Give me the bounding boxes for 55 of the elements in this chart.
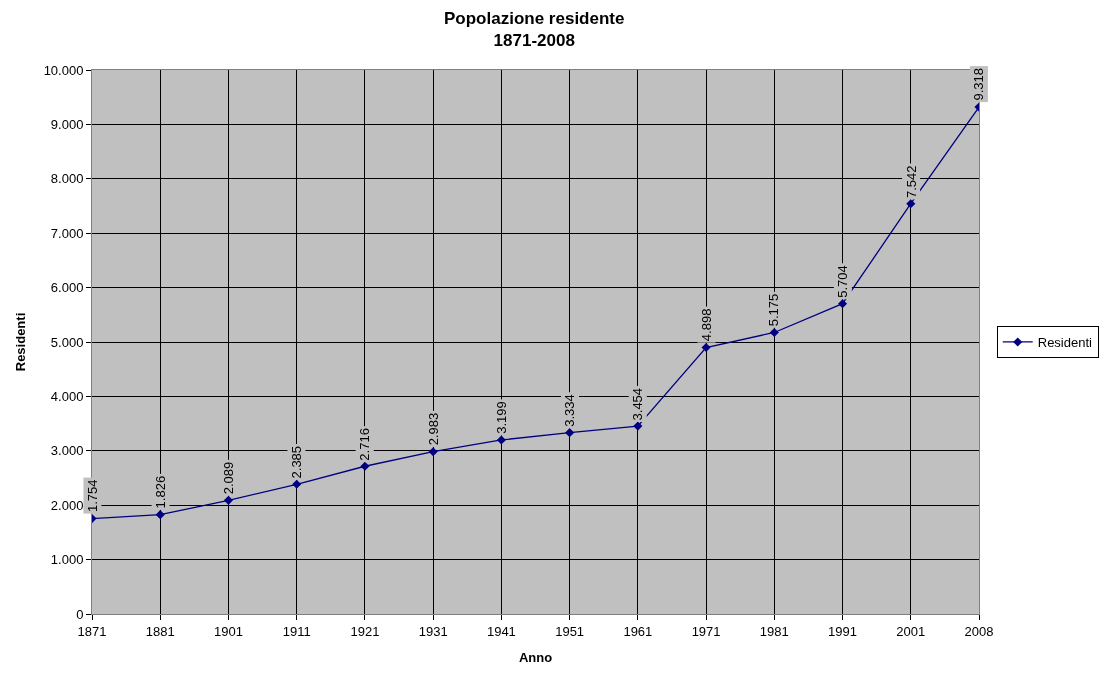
- point: [496, 435, 506, 445]
- data-label: 5.704: [835, 265, 851, 298]
- y-tick-label: 7.000: [50, 225, 84, 241]
- x-axis-title: Anno: [518, 650, 553, 666]
- y-tick-label: 6.000: [50, 280, 84, 296]
- y-tick-label: 4.000: [50, 388, 84, 404]
- point: [292, 479, 302, 489]
- x-tick-label: 1961: [623, 623, 653, 639]
- point: [701, 343, 711, 353]
- point: [565, 428, 575, 438]
- x-tick-label: 1981: [759, 623, 789, 639]
- y-tick-label: 3.000: [50, 443, 84, 459]
- point: [906, 199, 916, 209]
- x-tick-label: 1931: [418, 623, 448, 639]
- point: [360, 461, 370, 471]
- point: [837, 299, 848, 309]
- point: [428, 447, 438, 457]
- point: [155, 510, 165, 520]
- x-tick-label: 1881: [145, 623, 175, 639]
- y-tick-label: 9.000: [50, 116, 84, 132]
- data-label: 3.199: [493, 401, 509, 434]
- data-label: 1.754: [84, 479, 100, 513]
- y-tick-label: 5.000: [50, 334, 84, 350]
- x-tick-label: 1871: [77, 623, 107, 639]
- y-tick-label: 1.000: [50, 552, 84, 568]
- y-tick-label: 2.000: [50, 497, 84, 513]
- data-label: 3.454: [630, 387, 646, 421]
- data-label: 1.826: [153, 475, 169, 509]
- point: [769, 327, 779, 338]
- y-tick-label: 10.000: [43, 62, 84, 78]
- y-tick-label: 0: [76, 606, 84, 622]
- y-tick-label: 8.000: [50, 171, 84, 187]
- y-axis-title: Residenti: [12, 312, 28, 372]
- legend-label: Residenti: [1037, 335, 1093, 351]
- x-tick-label: 2008: [964, 623, 994, 639]
- data-label: 4.898: [699, 308, 715, 342]
- point: [223, 495, 234, 505]
- data-label: 5.175: [766, 293, 782, 327]
- x-tick-label: 1951: [555, 623, 585, 639]
- x-tick-label: 1921: [350, 623, 380, 639]
- x-tick-label: 1941: [486, 623, 516, 639]
- chart-title: Popolazione residente 1871-2008: [444, 8, 625, 50]
- point: [633, 421, 643, 431]
- data-label: 2.089: [220, 461, 236, 495]
- data-label: 9.318: [971, 68, 987, 101]
- x-tick-label: 1911: [282, 623, 311, 639]
- data-label: 7.542: [903, 165, 919, 198]
- data-label: 2.716: [357, 428, 373, 461]
- data-label: 2.385: [288, 445, 304, 479]
- data-label: 3.334: [562, 394, 578, 427]
- x-tick-label: 1901: [214, 623, 243, 639]
- x-tick-label: 2001: [896, 623, 926, 639]
- x-tick-label: 1971: [691, 623, 721, 639]
- x-tick-label: 1991: [828, 623, 857, 639]
- data-label: 2.983: [425, 412, 441, 446]
